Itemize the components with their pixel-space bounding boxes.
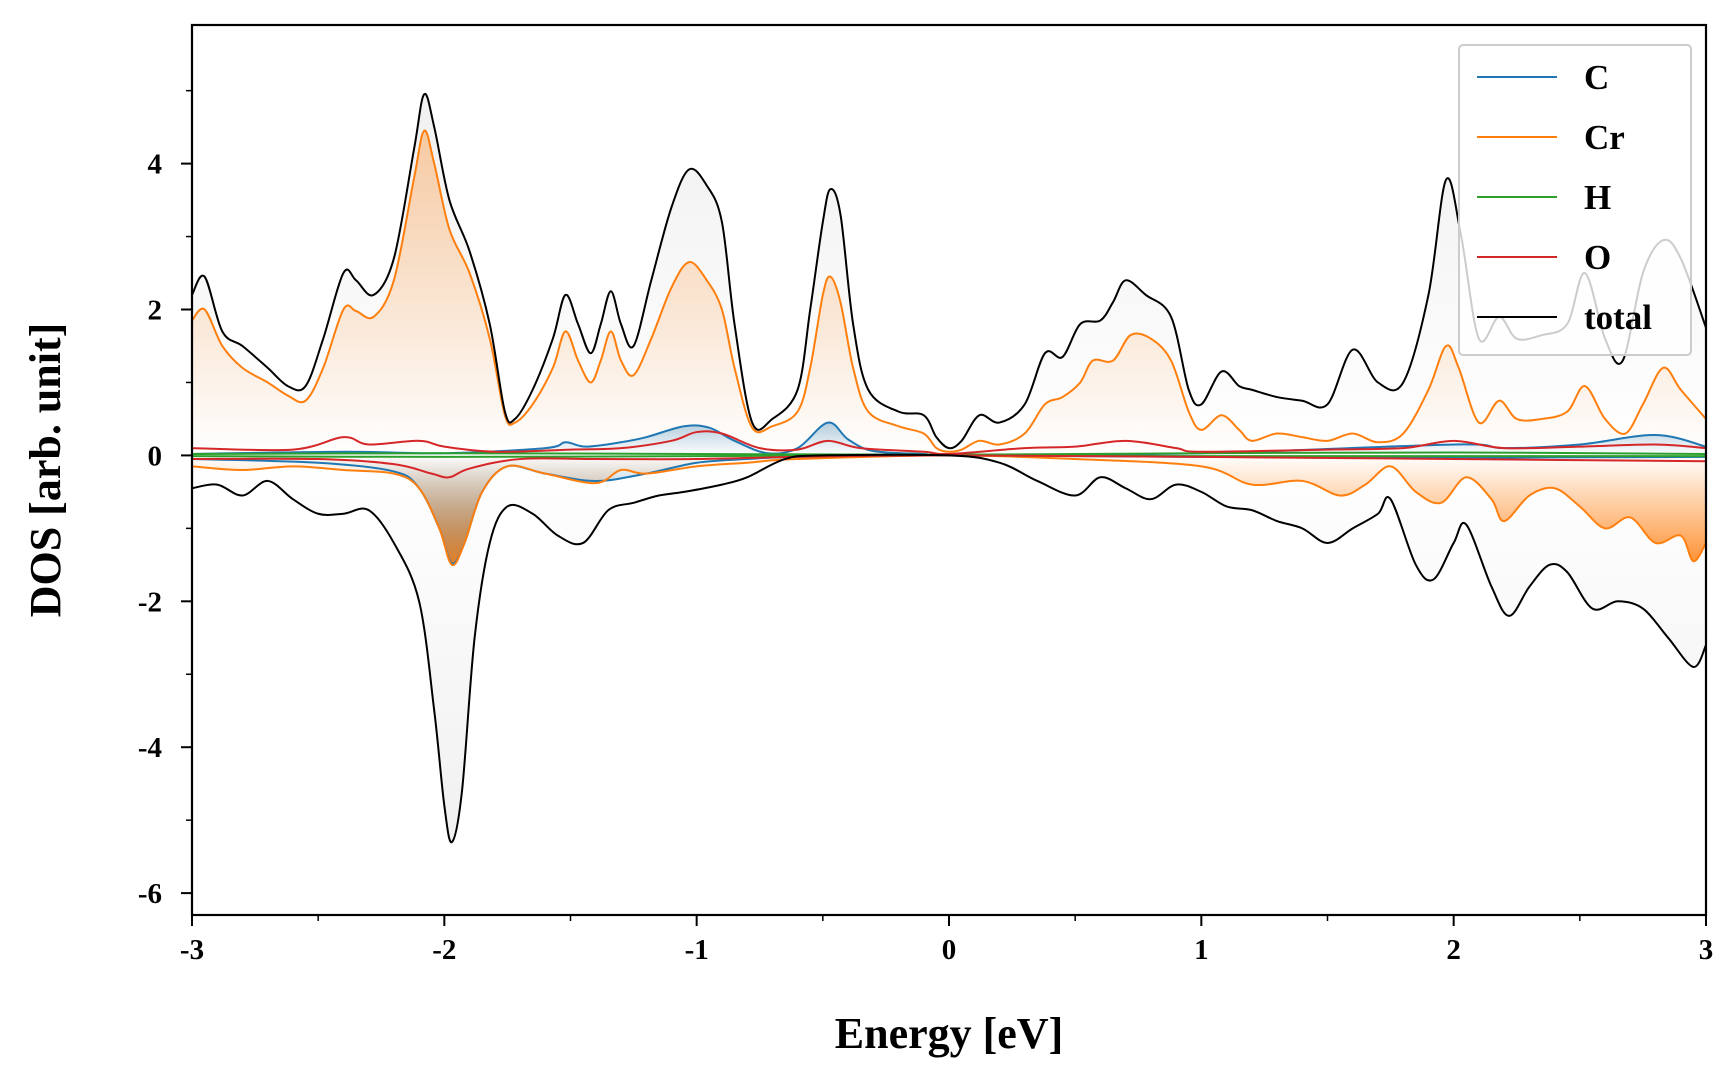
- series-o-up-line: [192, 430, 1706, 456]
- legend-item-o: O: [1477, 238, 1611, 277]
- x-tick-label: -2: [432, 934, 456, 966]
- legend-box: [1458, 44, 1692, 356]
- legend-item-h: H: [1477, 178, 1611, 217]
- series-cr-down-line: [192, 454, 1706, 567]
- x-axis-title: Energy [eV]: [835, 1009, 1064, 1058]
- y-tick-label: -6: [138, 878, 162, 910]
- legend-item-total: total: [1477, 298, 1652, 337]
- legend-label: total: [1584, 298, 1652, 337]
- x-tick-label: 0: [942, 934, 957, 966]
- series-cr-down-fill: [192, 455, 1706, 566]
- y-tick-label: 4: [148, 149, 163, 181]
- y-axis-title: DOS [arb. unit]: [21, 323, 70, 618]
- y-tick-label: -4: [138, 732, 162, 764]
- series-cr-up-fill: [192, 130, 1706, 456]
- legend-label: C: [1584, 58, 1609, 97]
- legend-label: O: [1584, 238, 1611, 277]
- y-tick-label: 2: [148, 295, 163, 327]
- x-tick-label: -1: [685, 934, 709, 966]
- axes-layer: -3 -2 -1 0 1 2 3 -6 -4 -2 0 2 4: [138, 89, 1714, 966]
- series-total-down-fill: [192, 454, 1706, 843]
- y-tick-label: 0: [148, 440, 163, 472]
- legend-label: H: [1584, 178, 1611, 217]
- series-cr-up-line: [192, 129, 1706, 453]
- legend-label: Cr: [1584, 118, 1625, 157]
- lines-layer: [192, 92, 1706, 844]
- x-tick-label: 3: [1699, 934, 1714, 966]
- fills-layer: [192, 93, 1706, 843]
- x-tick-label: 2: [1446, 934, 1461, 966]
- legend-item-cr: Cr: [1477, 118, 1625, 157]
- series-c-up-line: [192, 421, 1706, 456]
- series-total-down-line: [192, 453, 1706, 844]
- series-o-down-line: [192, 454, 1706, 479]
- legend-item-c: C: [1477, 58, 1609, 97]
- y-tick-label: -2: [138, 586, 162, 618]
- series-total-up-line: [192, 92, 1706, 450]
- x-tick-label: 1: [1194, 934, 1209, 966]
- x-tick-label: -3: [180, 934, 204, 966]
